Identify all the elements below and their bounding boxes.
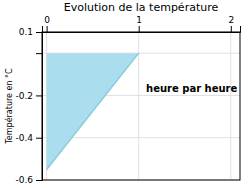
plot-frame	[42, 32, 240, 180]
y-tick: -0.4	[15, 133, 42, 143]
y-tick-mark	[36, 53, 42, 54]
y-tick-label: -0.4	[15, 133, 33, 143]
x-tick-label: 0	[44, 15, 50, 25]
x-tick-mark	[139, 26, 140, 32]
x-tick: 0	[44, 15, 50, 32]
y-tick: -0.2	[15, 91, 42, 101]
x-tick-label: 2	[228, 15, 234, 25]
x-tick: 2	[228, 15, 234, 32]
y-tick-label: -0.6	[15, 175, 33, 185]
x-tick-label: 1	[136, 15, 142, 25]
y-tick-label: 0.1	[19, 27, 33, 37]
y-tick-mark	[36, 180, 42, 181]
y-tick-mark	[36, 95, 42, 96]
y-axis-title: Température en °C	[4, 68, 14, 145]
area	[47, 53, 139, 169]
grid-line-x	[230, 32, 231, 180]
annotation: heure par heure	[146, 83, 237, 94]
line	[47, 53, 139, 169]
title: Evolution de la température	[64, 1, 219, 14]
y-tick	[36, 53, 42, 54]
chart: 0 1 2 -0.6 -0.4 -0.2 0.1 heure par heure Tempéra…	[0, 0, 250, 188]
x-tick-mark	[47, 26, 48, 32]
x-tick-mark	[231, 26, 232, 32]
y-axis: -0.6 -0.4 -0.2 0.1	[15, 27, 42, 185]
y-tick-mark	[36, 32, 42, 33]
y-tick: 0.1	[19, 27, 42, 37]
y-tick-label: -0.2	[15, 91, 33, 101]
grid	[42, 32, 240, 180]
plot: 0 1 2 -0.6 -0.4 -0.2 0.1 heure par heure	[15, 15, 240, 185]
y-tick-mark	[36, 138, 42, 139]
y-tick: -0.6	[15, 175, 42, 185]
x-tick: 1	[136, 15, 142, 32]
x-axis: 0 1 2	[43, 15, 241, 33]
marks	[47, 53, 139, 169]
